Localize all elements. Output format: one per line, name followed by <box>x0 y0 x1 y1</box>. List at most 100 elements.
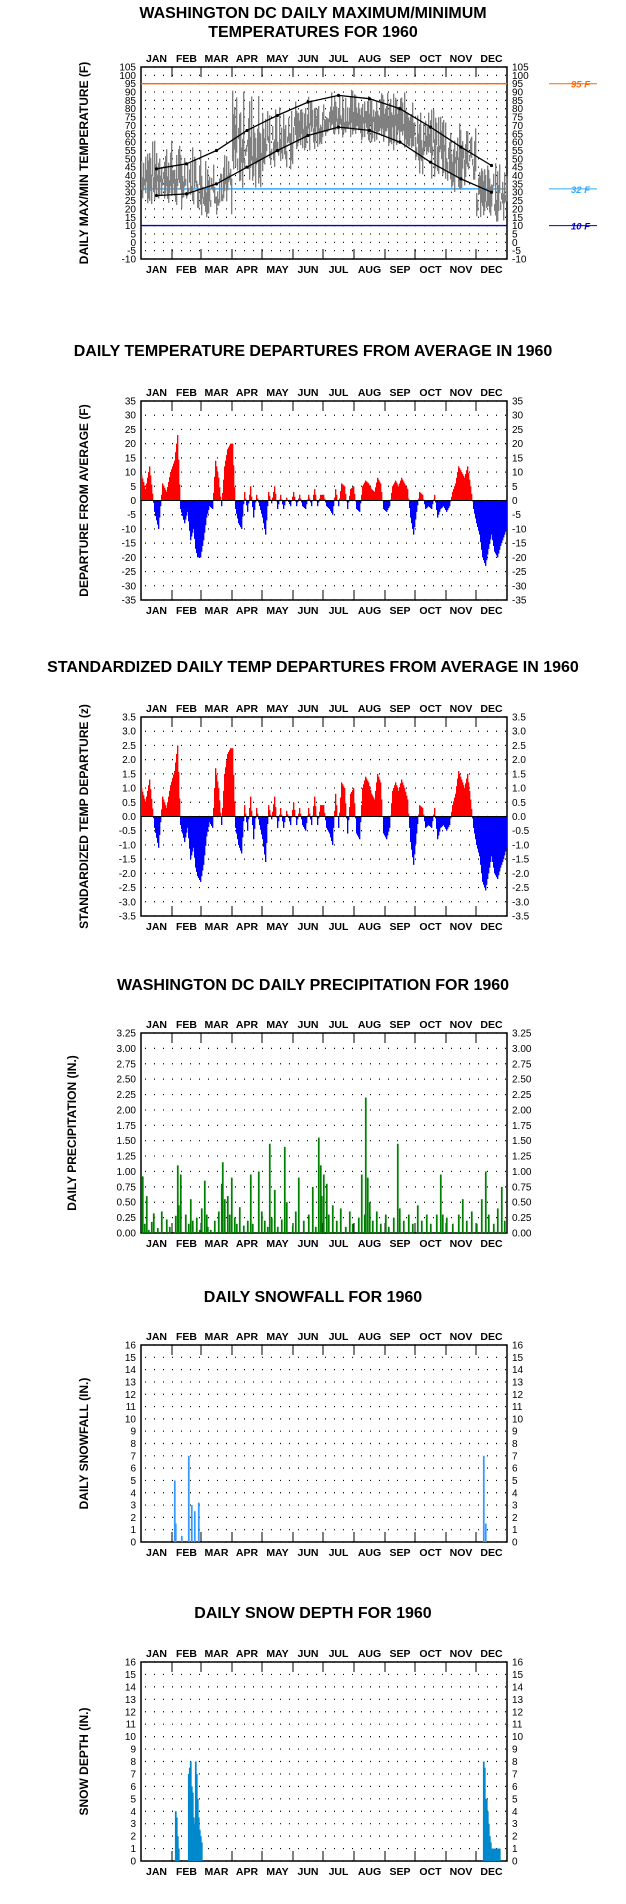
departure-bar <box>332 500 334 515</box>
daily-temp-bar <box>313 128 315 143</box>
daily-temp-bar <box>395 97 397 126</box>
daily-temp-bar <box>439 145 441 153</box>
normal-min-point <box>306 133 310 138</box>
daily-temp-bar <box>466 131 468 165</box>
daily-temp-bar <box>290 133 292 170</box>
daily-temp-bar <box>464 159 466 186</box>
y-tick-label-right: 0 <box>512 238 518 249</box>
daily-temp-bar <box>456 151 458 178</box>
daily-temp-bar <box>208 180 210 214</box>
daily-temp-bar <box>269 115 271 159</box>
month-label-bottom: SEP <box>389 1238 410 1250</box>
departure-bars <box>141 435 508 566</box>
y-tick-label-right: 10 <box>512 1732 524 1743</box>
daily-temp-bar <box>373 109 375 123</box>
daily-temp-bar <box>164 161 166 199</box>
daily-temp-bar <box>498 185 500 212</box>
daily-temp-bar <box>310 100 312 126</box>
departure-bar <box>194 816 196 858</box>
month-label-bottom: JUL <box>329 264 349 276</box>
value-bar <box>335 1220 338 1233</box>
value-bar <box>497 1848 500 1861</box>
month-label-bottom: SEP <box>389 1547 410 1559</box>
month-label-bottom: MAR <box>205 1238 229 1250</box>
month-label-top: OCT <box>419 703 442 715</box>
month-label-bottom: OCT <box>419 264 442 276</box>
month-label-top: APR <box>236 1648 259 1660</box>
y-tick-label-left: 95 <box>125 79 137 90</box>
departure-bar <box>300 813 302 817</box>
departure-bar <box>384 816 386 836</box>
value-bar <box>307 1214 310 1233</box>
departure-bar <box>284 816 286 823</box>
departure-bar <box>366 481 368 501</box>
daily-temp-bar <box>161 166 163 196</box>
daily-temp-bar <box>415 136 417 161</box>
normal-min-point <box>489 190 494 194</box>
departure-bar <box>428 500 430 507</box>
departure-bar <box>321 494 323 501</box>
departure-bar <box>487 500 489 555</box>
departure-bar <box>402 782 404 817</box>
departure-bar <box>309 813 311 817</box>
y-tick-label-left: 11 <box>126 1402 137 1413</box>
departure-bar <box>165 489 167 501</box>
y-tick-label-right: 14 <box>512 1365 524 1376</box>
y-tick-label-left: 1.0 <box>122 784 136 795</box>
normal-max-point <box>459 145 463 149</box>
departure-bar <box>182 816 184 834</box>
daily-temp-bar <box>157 174 159 182</box>
departure-bar <box>274 796 276 817</box>
departure-bar <box>362 486 364 501</box>
y-tick-label-right: 10 <box>512 468 524 479</box>
daily-temp-bar <box>267 111 269 141</box>
value-bar <box>168 1226 171 1233</box>
departure-bar <box>412 816 414 858</box>
temperature-chart: JANJANFEBFEBMARMARAPRAPRMAYMAYJUNJUNJULJ… <box>77 53 597 276</box>
y-tick-label-left: 5 <box>130 1476 136 1487</box>
departure-bar <box>268 805 270 817</box>
daily-temp-bar <box>345 97 347 133</box>
daily-temp-bar <box>155 164 157 190</box>
y-tick-label-right: -5 <box>512 510 521 521</box>
y-tick-label-left: 3.5 <box>122 713 136 724</box>
daily-temp-bar <box>323 104 325 120</box>
y-tick-label-left: 9 <box>130 1745 136 1756</box>
month-label-bottom: APR <box>236 264 259 276</box>
departure-bar <box>401 477 403 501</box>
departure-bar <box>392 790 394 817</box>
month-label-bottom: JUN <box>297 1238 318 1250</box>
departure-bar <box>416 500 418 512</box>
departure-bar <box>364 482 366 501</box>
departure-bar <box>305 500 307 510</box>
value-bar <box>251 1223 254 1233</box>
departure-bar <box>441 816 443 827</box>
departure-bar <box>350 793 352 817</box>
value-bar <box>193 1823 196 1861</box>
daily-temp-bar <box>387 93 389 129</box>
daily-temp-bar <box>468 162 470 170</box>
departure-bar <box>158 500 160 529</box>
departure-bar <box>395 480 397 501</box>
daily-temp-bar <box>393 93 395 151</box>
value-bar <box>475 1223 478 1233</box>
precipitation-chart-panel: WASHINGTON DC DAILY PRECIPITATION FOR 19… <box>0 952 626 1270</box>
departure-bar <box>310 816 312 820</box>
departure-bar <box>356 816 358 834</box>
departure-bar <box>237 816 239 840</box>
daily-temp-bar <box>248 118 250 170</box>
daily-temp-bar <box>459 123 461 190</box>
daily-temp-bar <box>372 116 374 139</box>
normal-max-point <box>336 93 341 97</box>
daily-temp-bar <box>348 121 350 129</box>
value-bar <box>191 1220 194 1233</box>
daily-temp-bar <box>359 108 361 130</box>
departure-bar <box>189 500 191 531</box>
departure-bar <box>479 500 481 535</box>
month-label-bottom: MAY <box>266 1238 288 1250</box>
departure-bar <box>297 500 299 503</box>
month-label-bottom: MAR <box>205 264 229 276</box>
y-tick-label-right: 14 <box>512 1682 524 1693</box>
y-tick-label-left: 80 <box>125 104 137 115</box>
month-label-top: MAR <box>205 1648 229 1660</box>
